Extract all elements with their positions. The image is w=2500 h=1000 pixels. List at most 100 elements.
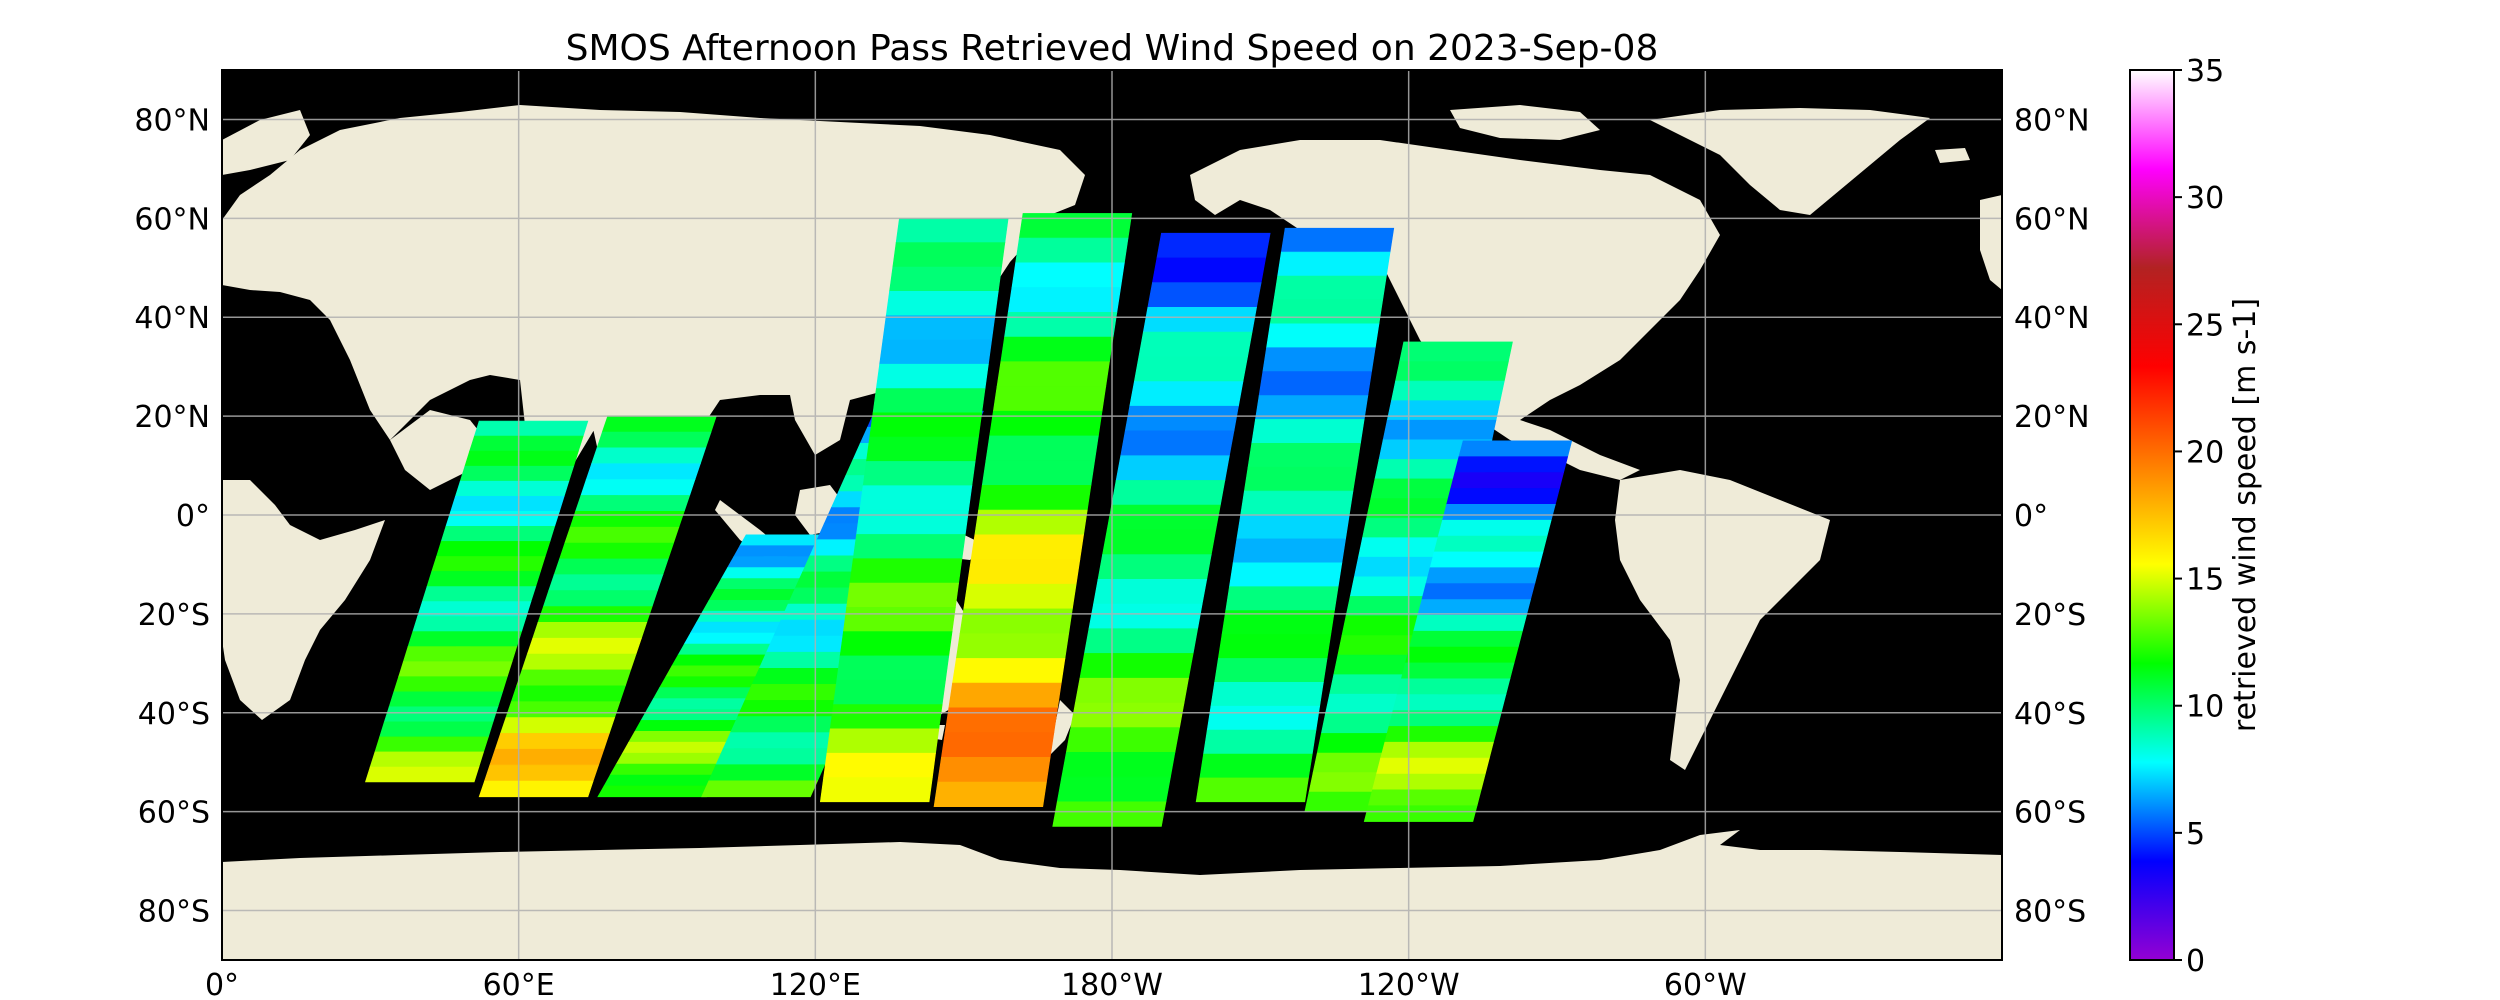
swath-segment <box>383 706 499 723</box>
swath-segment <box>985 435 1099 461</box>
colorbar-tick-label: 10 <box>2186 690 2224 725</box>
swath-10 <box>1363 440 1573 822</box>
swath-segment <box>1425 567 1540 584</box>
swath-segment <box>970 534 1084 560</box>
swath-segment <box>1070 702 1185 728</box>
swath-segment <box>1247 442 1361 468</box>
colorbar-tick-label: 5 <box>2186 817 2205 852</box>
swath-segment <box>1133 356 1248 382</box>
swath-segment <box>996 361 1110 387</box>
swath-segment <box>823 752 936 778</box>
swath-segment <box>1229 562 1343 588</box>
swath-segment <box>1079 653 1194 679</box>
swath-segment <box>959 608 1073 635</box>
swath-1 <box>364 420 589 783</box>
swath-segment <box>826 728 940 754</box>
lon-label: 60°E <box>483 968 555 1000</box>
swath-segment <box>1210 681 1324 707</box>
swath-segment <box>730 716 847 733</box>
colorbar: 35 30 25 20 15 10 5 0 retrieved wind speed [m s… <box>2129 54 2263 979</box>
north-america <box>1190 140 1720 480</box>
lat-label-right: 80°S <box>2014 895 2086 930</box>
swath-segment <box>1115 455 1230 481</box>
swath-segment <box>1450 472 1564 489</box>
swath-segment <box>885 290 999 316</box>
swath-segment <box>464 450 579 467</box>
swath-segment <box>836 655 950 681</box>
longitude-labels: 0° 60°E 120°E 180°W 120°W 60°W <box>205 968 1747 1000</box>
swath-segment <box>369 751 485 768</box>
lat-label-left: 40°N <box>134 301 210 336</box>
swath-segment <box>440 525 556 542</box>
swath-segment <box>1236 514 1350 540</box>
swath-segment <box>992 386 1107 412</box>
swath-segment <box>1195 777 1309 803</box>
swath-segment <box>833 679 946 705</box>
lat-label-left: 80°S <box>138 895 210 930</box>
scandinavia <box>222 110 310 175</box>
swath-segment <box>1240 490 1354 516</box>
lat-label-left: 60°S <box>138 796 210 831</box>
swath-segment <box>484 764 600 782</box>
swath-segment <box>548 574 664 591</box>
swath-segment <box>952 658 1066 684</box>
swath-segment <box>1433 535 1548 553</box>
swath-segment <box>398 661 513 678</box>
colorbar-tick-label: 35 <box>2186 54 2224 89</box>
swath-segment <box>469 435 584 452</box>
swath-segment <box>585 463 701 480</box>
africa-landmass <box>222 480 385 720</box>
swath-segment <box>1052 801 1167 827</box>
swath-segment <box>526 637 642 655</box>
swath-segment <box>1384 726 1499 743</box>
swath-segment <box>597 785 714 798</box>
swath-segment <box>436 541 551 557</box>
swath-segment <box>1106 504 1221 531</box>
swath-segment <box>1277 251 1391 277</box>
lon-label: 0° <box>205 968 239 1000</box>
swath-segment <box>889 266 1002 292</box>
swath-segment <box>1429 551 1544 569</box>
swath-segment <box>1004 311 1118 338</box>
map-panel <box>222 70 2002 960</box>
colorbar-tick-label: 25 <box>2186 308 2224 343</box>
swath-segment <box>846 582 960 608</box>
swath-segment <box>1409 630 1523 648</box>
swath-segment <box>1217 634 1332 659</box>
colorbar-tick-label: 15 <box>2186 563 2224 598</box>
swath-segment <box>1124 405 1239 432</box>
swath-segment <box>819 777 933 803</box>
swath-segment <box>364 766 480 783</box>
swath-segment <box>1214 658 1328 683</box>
lat-label-left: 20°N <box>134 400 210 435</box>
swath-segment <box>1225 586 1339 611</box>
lat-label-right: 20°N <box>2014 400 2090 435</box>
colorbar-tick-label: 0 <box>2186 944 2205 979</box>
swath-segment <box>978 484 1092 511</box>
swath-segment <box>609 763 726 776</box>
swath-segment <box>407 631 523 647</box>
swath-segment <box>628 730 745 743</box>
lon-label: 120°E <box>770 968 861 1000</box>
swath-segment <box>1458 440 1573 458</box>
swath-segment <box>701 780 819 798</box>
lon-label: 120°W <box>1358 968 1460 1000</box>
swath-segment <box>862 461 976 487</box>
swath-segment <box>1138 331 1253 358</box>
swath-segment <box>388 691 504 708</box>
lat-label-left: 40°S <box>138 697 210 732</box>
swath-segment <box>379 721 494 738</box>
swath-segment <box>431 556 546 572</box>
swath-segment <box>500 717 616 734</box>
swath-segment <box>829 704 943 730</box>
swath-segment <box>1386 400 1501 421</box>
south-america <box>1615 470 1830 770</box>
swath-segment <box>1102 529 1217 555</box>
swath-segment <box>532 621 648 639</box>
swath-segment <box>454 480 570 497</box>
swath-segment <box>553 558 669 576</box>
eurasia-landmass <box>222 105 1085 540</box>
swath-segment <box>473 420 589 437</box>
swath-segment <box>1243 466 1358 492</box>
